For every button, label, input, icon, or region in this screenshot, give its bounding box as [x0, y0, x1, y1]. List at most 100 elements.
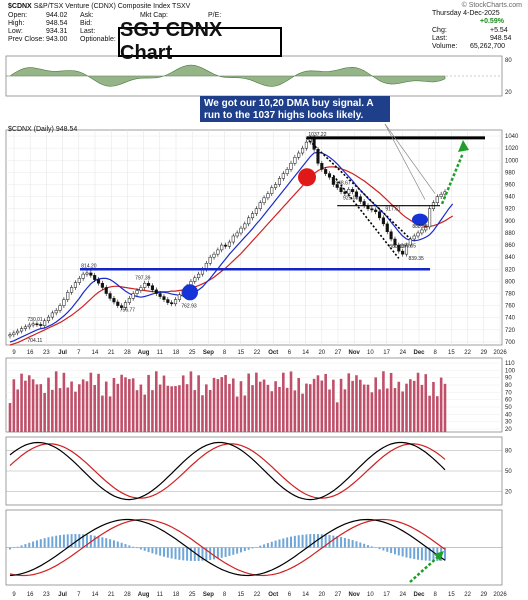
- macd-histogram-bar: [228, 547, 231, 556]
- candle-body: [270, 187, 274, 194]
- candle-body: [23, 326, 27, 329]
- volume-bar: [397, 381, 401, 432]
- candle-body: [378, 211, 382, 219]
- macd-histogram-bar: [397, 547, 400, 556]
- volume-bar: [39, 384, 43, 432]
- candle-body: [43, 320, 47, 326]
- price-y-tick-label: 900: [505, 219, 516, 225]
- candle-body: [324, 169, 328, 174]
- volume-bar: [432, 381, 435, 432]
- volume-bar: [420, 384, 424, 432]
- candle-body: [208, 256, 212, 264]
- volume-bar: [278, 386, 281, 432]
- volume-y-tick: 100: [505, 368, 516, 374]
- volume-bar: [112, 377, 116, 432]
- price-x-tick-label: 7: [77, 350, 81, 356]
- price-y-tick-label: 1020: [505, 146, 519, 152]
- price-annotation: 860.05: [401, 243, 417, 249]
- macd-histogram-bar: [309, 534, 312, 548]
- candle-body: [227, 241, 231, 247]
- volume-bar: [424, 374, 428, 432]
- price-x-tick-label: Nov: [349, 350, 361, 356]
- macd-x-tick-label: 14: [92, 592, 99, 598]
- volume-bar: [216, 379, 220, 432]
- price-x-tick-label: 6: [288, 350, 292, 356]
- candle-body: [254, 208, 258, 214]
- header-ohlc: Open: 944.02 High: 948.54 Low: 934.31 Pr…: [8, 12, 88, 44]
- price-y-tick-label: 740: [505, 316, 516, 322]
- chg-value: +5.54: [490, 27, 508, 34]
- header-index-name: S&P/TSX Venture (CDNX) Composite Index T…: [33, 3, 191, 10]
- macd-x-tick-label: Dec: [413, 592, 425, 598]
- volume-y-tick: 40: [505, 412, 512, 418]
- candle-body: [108, 293, 112, 299]
- price-y-tick-label: 820: [505, 267, 516, 273]
- volume-bar: [77, 384, 81, 432]
- volume-y-tick: 110: [505, 361, 515, 367]
- change-pct: +0.59%: [480, 18, 504, 25]
- price-annotation: 797.39: [135, 276, 151, 282]
- price-x-tick-label: 14: [302, 350, 309, 356]
- macd-x-tick-label: 27: [335, 592, 342, 598]
- volume-bar: [8, 403, 12, 432]
- macd-histogram-bar: [174, 547, 177, 560]
- candle-body: [239, 227, 243, 234]
- macd-histogram-bar: [355, 541, 358, 548]
- volume-bar: [231, 378, 235, 432]
- header-symbol: $CDNX: [8, 3, 32, 10]
- candle-body: [404, 244, 409, 255]
- candle-body: [424, 226, 428, 231]
- macd-histogram-bar: [232, 547, 235, 555]
- candle-body: [50, 312, 54, 318]
- volume-bar: [328, 389, 331, 432]
- candle-body: [266, 193, 270, 199]
- volume-bar: [378, 389, 381, 432]
- volume-bar: [154, 371, 158, 432]
- candle-body: [39, 324, 43, 326]
- volume-y-tick: 20: [505, 427, 512, 433]
- candle-body: [212, 253, 216, 258]
- macd-histogram-bar: [243, 547, 246, 552]
- price-x-tick-label: Sep: [203, 350, 214, 356]
- volume-bar: [193, 390, 197, 432]
- price-annotation: 756.77: [120, 308, 136, 314]
- macd-histogram-bar: [201, 547, 204, 561]
- macd-histogram-bar: [259, 545, 262, 548]
- candle-body: [104, 287, 108, 294]
- pe-label: P/E:: [208, 12, 222, 19]
- price-y-tick-label: 1040: [505, 134, 519, 140]
- green-target-arrow: [440, 152, 465, 205]
- price-x-tick-label: 22: [254, 350, 261, 356]
- candle-body: [66, 292, 70, 300]
- macd-histogram-bar: [340, 537, 343, 548]
- high-value: 948.54: [46, 20, 68, 27]
- macd-histogram-bar: [97, 536, 100, 548]
- bid-label: Bid:: [80, 20, 93, 27]
- volume-bar: [370, 392, 374, 432]
- candle-body: [147, 282, 151, 286]
- macd-histogram-bar: [78, 534, 81, 548]
- volume-bar: [181, 375, 185, 432]
- macd-x-tick-label: 21: [108, 592, 115, 598]
- macd-histogram-bar: [124, 544, 127, 548]
- price-annotation: 917.61: [385, 207, 401, 213]
- candle-body: [327, 173, 332, 178]
- volume-bar: [162, 375, 166, 432]
- volume-bar: [393, 388, 397, 432]
- price-y-tick-label: 960: [505, 183, 516, 189]
- candle-body: [401, 250, 405, 255]
- macd-histogram-bar: [239, 547, 242, 553]
- price-x-tick-label: 9: [12, 350, 16, 356]
- callout-pointer: [384, 123, 426, 200]
- price-annotation: 762.93: [181, 303, 197, 309]
- candle-body: [35, 323, 39, 326]
- price-annotation: 730.01: [27, 317, 43, 323]
- last-label-right: Last:: [432, 35, 448, 42]
- macd-x-tick-label: 11: [157, 592, 164, 598]
- macd-histogram-bar: [170, 547, 173, 559]
- price-y-tick-label: 780: [505, 292, 516, 298]
- price-x-tick-label: 23: [43, 350, 50, 356]
- candle-body: [293, 157, 297, 164]
- prev-close-value: 943.00: [46, 36, 68, 43]
